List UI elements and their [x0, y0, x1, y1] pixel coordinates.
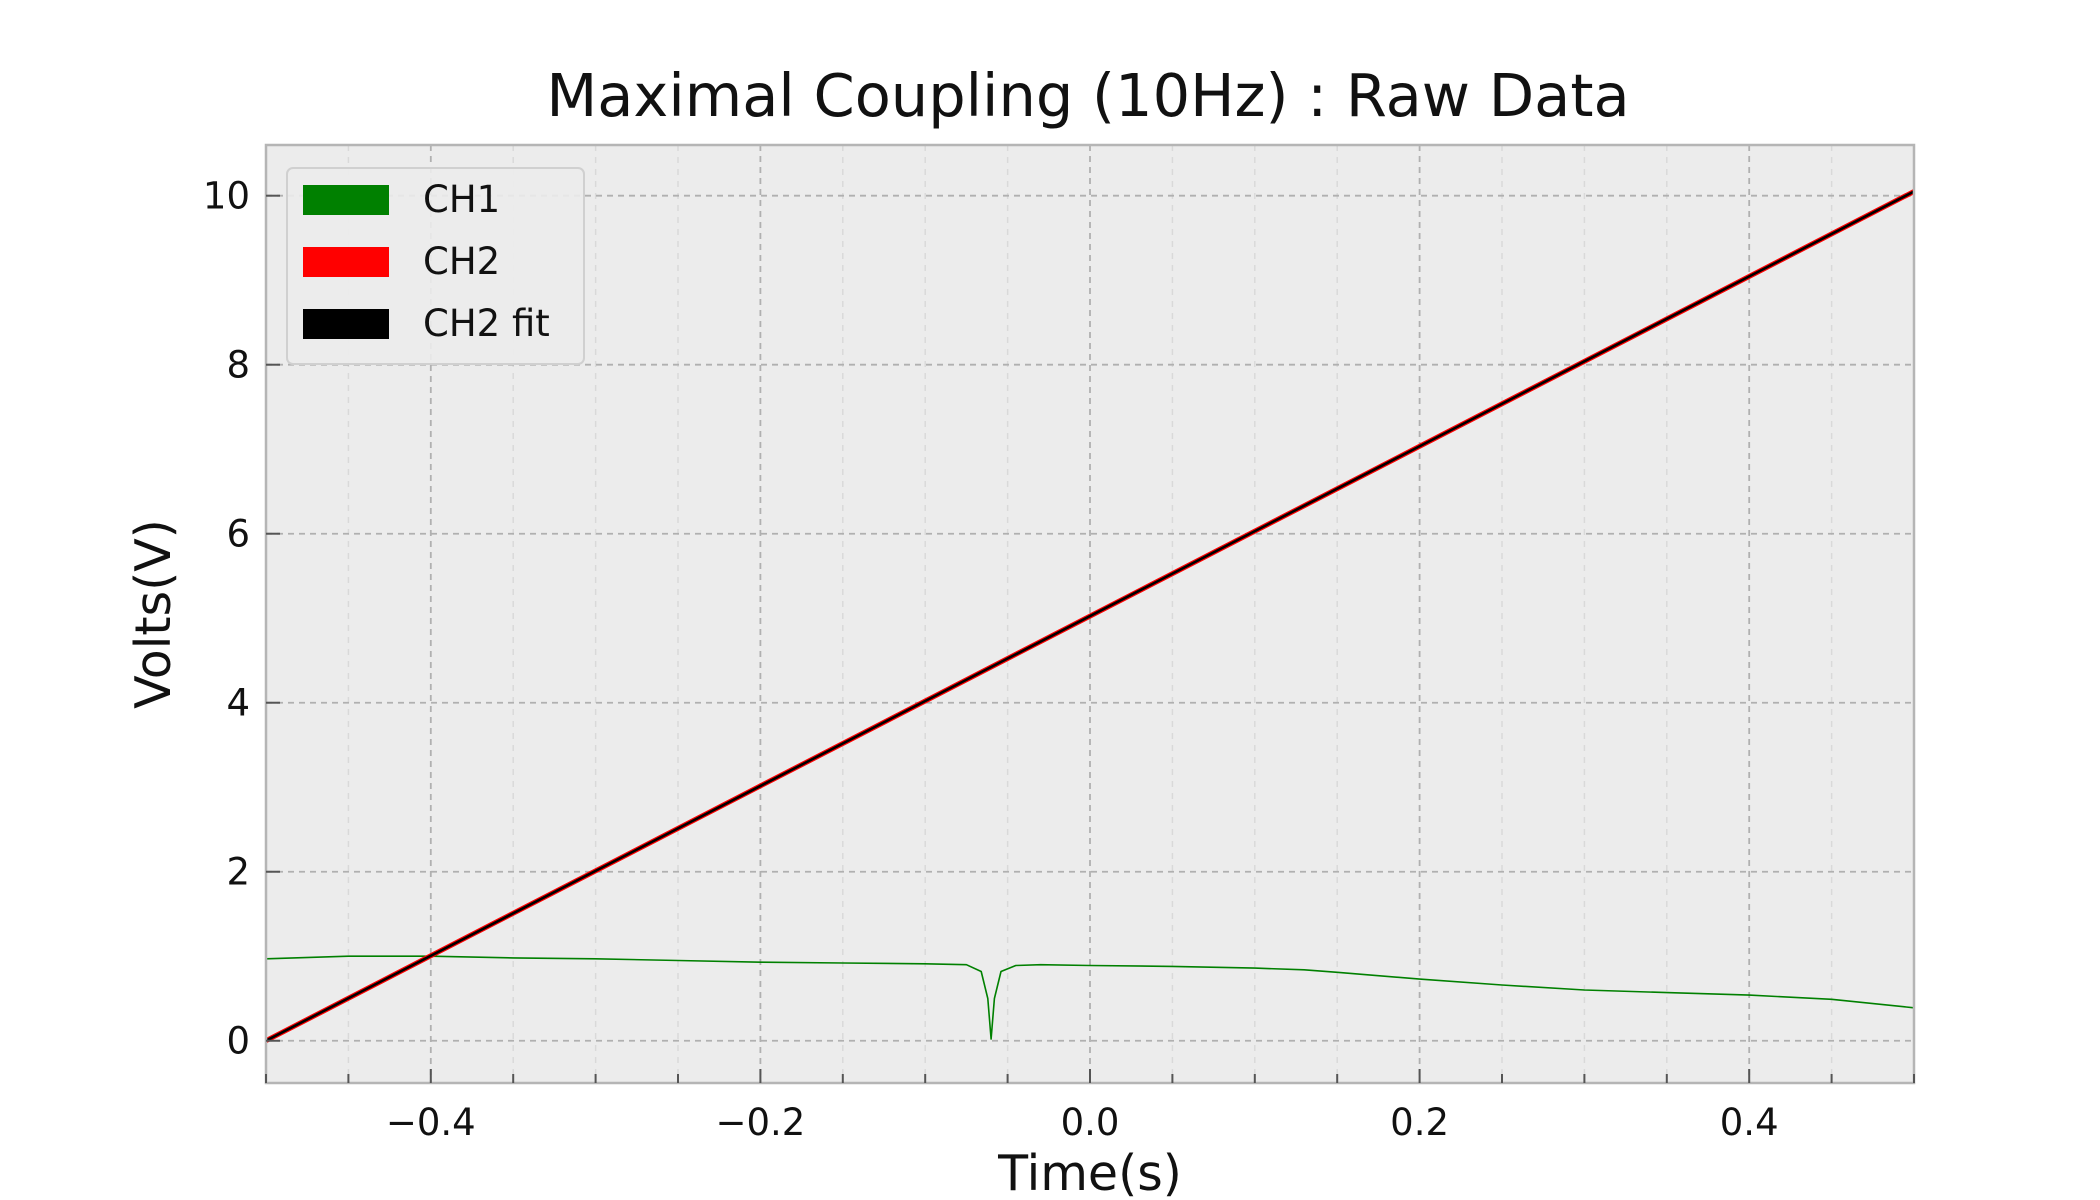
legend: CH1 CH2 CH2 fit	[286, 167, 585, 365]
legend-label: CH2 fit	[423, 302, 550, 345]
legend-swatch	[303, 185, 389, 215]
y-tick-label: 10	[203, 175, 250, 218]
series-ch2-fit-line	[265, 190, 1915, 1042]
y-axis-label: Volts(V)	[125, 519, 182, 709]
series-ch1-line	[265, 955, 1915, 1040]
x-tick-label: 0.0	[1061, 1101, 1120, 1144]
legend-label: CH1	[423, 178, 500, 221]
y-tick-label: 2	[226, 851, 250, 894]
legend-swatch	[303, 309, 389, 339]
y-tick-label: 0	[226, 1020, 250, 1063]
y-tick-label: 6	[226, 513, 250, 556]
legend-swatch	[303, 247, 389, 277]
tick-labels: −0.4 −0.2 0.0 0.2 0.4 0 2 4 6 8 10	[203, 175, 1915, 1144]
x-tick-label: 0.2	[1390, 1101, 1449, 1144]
y-tick-label: 4	[226, 682, 250, 725]
legend-label: CH2	[423, 240, 500, 283]
y-tick-label: 8	[226, 344, 250, 387]
x-tick-label: −0.4	[386, 1101, 476, 1144]
chart-title: Maximal Coupling (10Hz) : Raw Data	[546, 61, 1629, 130]
series-group	[264, 189, 1916, 1043]
x-tick-label: 0.4	[1720, 1101, 1779, 1144]
x-axis-label: Time(s)	[997, 1145, 1182, 1200]
x-tick-label: −0.2	[715, 1101, 805, 1144]
